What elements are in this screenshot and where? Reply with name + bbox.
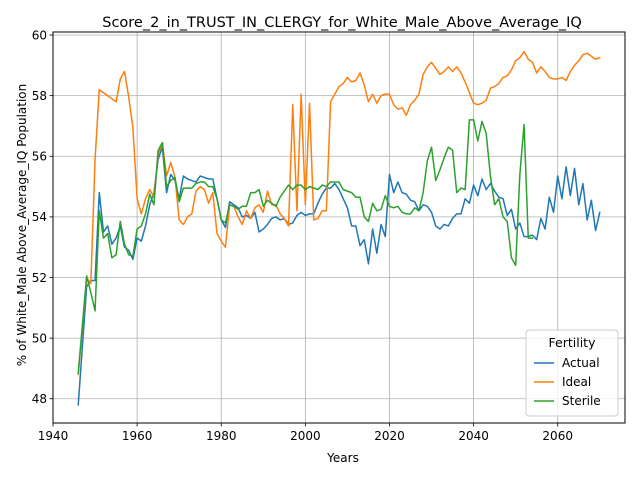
x-tick-label: 2060	[542, 429, 573, 443]
y-axis: 48 50 52 54 56 58 60	[32, 28, 53, 406]
legend-title: Fertility	[549, 335, 597, 350]
series-layer	[77, 50, 601, 406]
x-tick-label: 2000	[290, 429, 321, 443]
legend-label-sterile: Sterile	[562, 394, 601, 408]
x-tick-label: 2040	[458, 429, 489, 443]
y-tick-label: 60	[32, 28, 47, 42]
series-line-ideal	[77, 50, 601, 376]
x-tick-label: 1960	[122, 429, 153, 443]
x-axis: 1940 1960 1980 2000 2020 2040 2060	[38, 423, 573, 443]
x-tick-label: 1980	[206, 429, 237, 443]
chart-title: Score_2_in_TRUST_IN_CLERGY_for_White_Mal…	[102, 15, 582, 31]
x-axis-label: Years	[326, 451, 359, 465]
y-tick-label: 54	[32, 210, 47, 224]
y-tick-label: 58	[32, 89, 47, 103]
x-tick-label: 1940	[38, 429, 69, 443]
x-tick-label: 2020	[374, 429, 405, 443]
legend-box	[525, 329, 619, 417]
series-line-sterile	[77, 119, 534, 374]
grid	[52, 32, 625, 423]
plot-frame	[52, 31, 626, 424]
legend-items: Actual Ideal Sterile	[534, 356, 601, 408]
y-axis-label: % of White_Male Above_Average_IQ Populat…	[15, 84, 29, 367]
legend: Fertility Actual Ideal Sterile	[525, 329, 619, 417]
y-tick-label: 52	[32, 271, 47, 285]
legend-label-ideal: Ideal	[562, 375, 591, 389]
y-tick-label: 48	[32, 392, 47, 406]
y-tick-label: 50	[32, 331, 47, 345]
legend-label-actual: Actual	[562, 356, 600, 370]
y-tick-label: 56	[32, 150, 47, 164]
